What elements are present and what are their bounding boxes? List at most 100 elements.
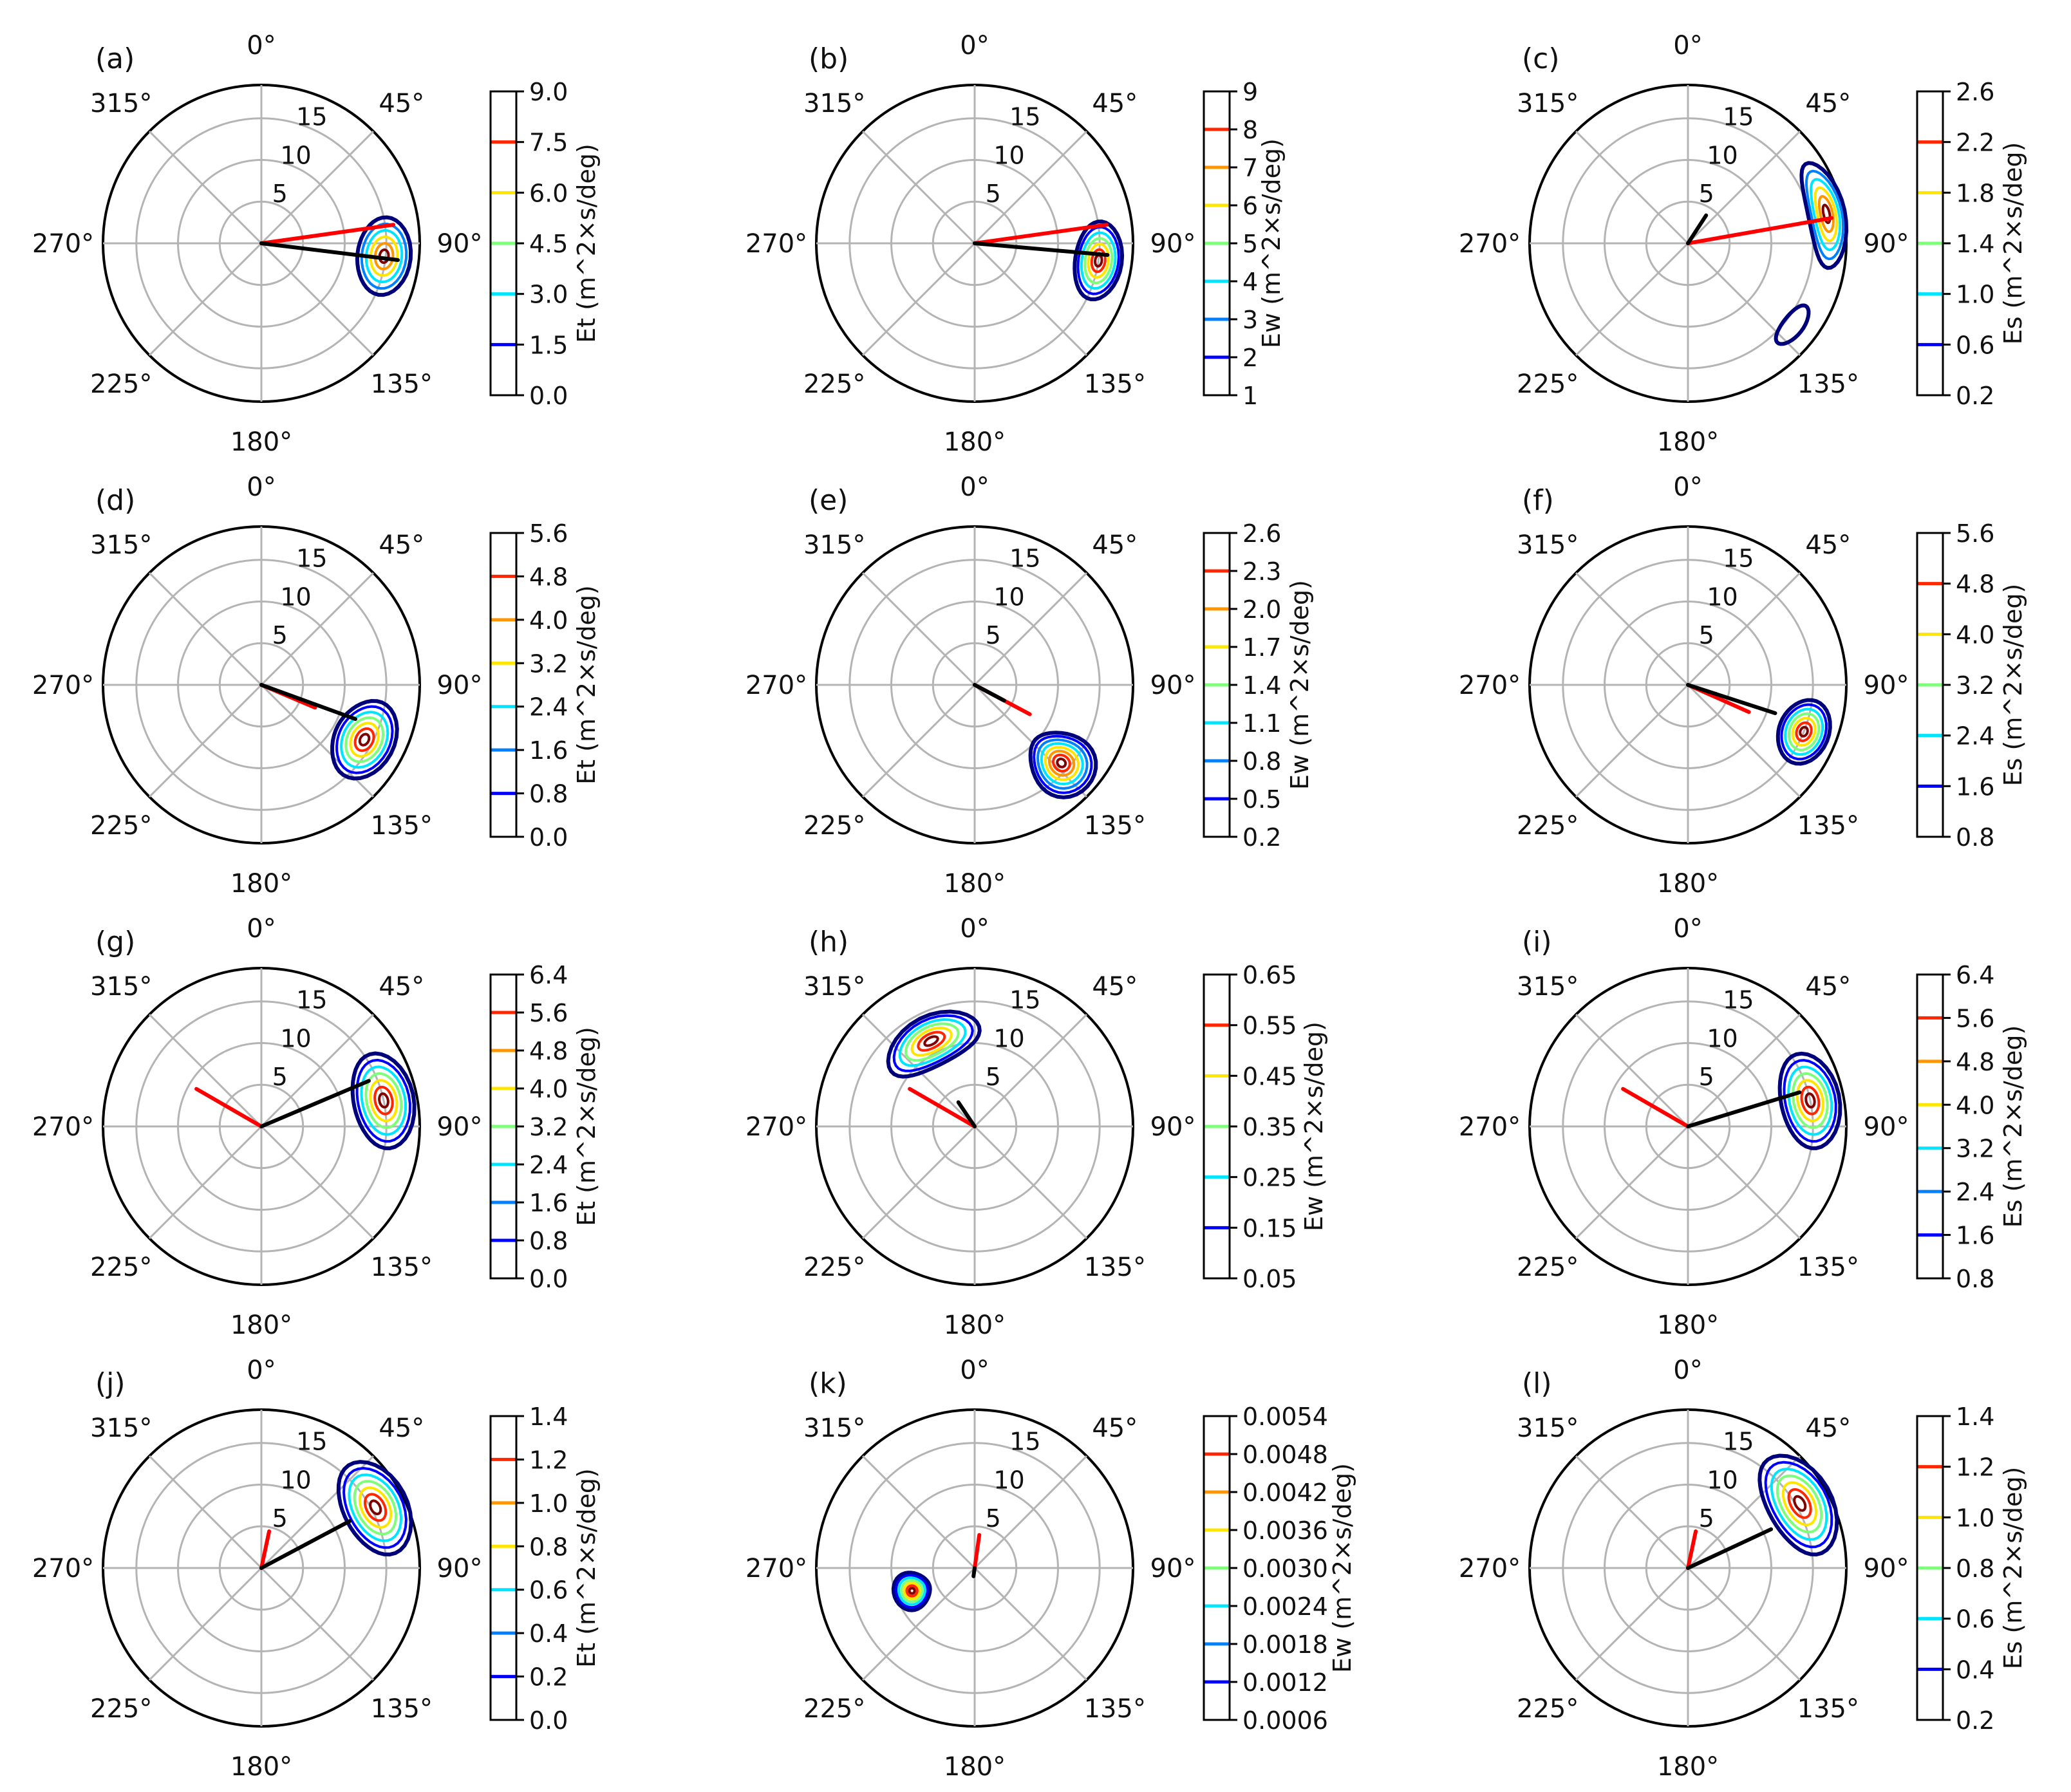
radial-tick-label: 10 xyxy=(993,1024,1024,1052)
colorbar-label: Et (m^2×s/deg) xyxy=(572,144,601,343)
panel-label: (j) xyxy=(95,1367,126,1400)
colorbar-tick-label: 4.0 xyxy=(529,1075,568,1103)
colorbar-tick-label: 0.2 xyxy=(1956,382,1994,410)
angle-tick-label: 0° xyxy=(247,914,276,944)
radial-tick-label: 5 xyxy=(986,1504,1001,1533)
colorbar-frame xyxy=(489,1415,518,1721)
angle-tick-label: 225° xyxy=(1517,1253,1579,1282)
angle-tick-label: 135° xyxy=(371,1253,433,1282)
angle-tick-label: 225° xyxy=(90,1694,152,1724)
colorbar-tick-label: 4.5 xyxy=(529,230,568,258)
angle-tick-label: 180° xyxy=(944,1752,1006,1782)
angle-tick-label: 270° xyxy=(1459,229,1521,259)
angle-tick-label: 315° xyxy=(90,1414,152,1443)
angle-tick-label: 135° xyxy=(1797,369,1859,399)
colorbar-tick-label: 2.6 xyxy=(1956,78,1994,106)
angle-tick-label: 180° xyxy=(230,1311,292,1340)
colorbar-tick-label: 3.2 xyxy=(529,1113,568,1141)
colorbar-tick-label: 6.4 xyxy=(1956,961,1994,989)
colorbar-tick-label: 0.0024 xyxy=(1242,1592,1328,1621)
angular-grid-line xyxy=(148,1013,263,1128)
colorbar-tick-label: 0.0042 xyxy=(1242,1479,1328,1507)
angle-tick-label: 315° xyxy=(1517,1414,1579,1443)
radial-tick-label: 15 xyxy=(296,986,327,1014)
panel-label: (k) xyxy=(809,1367,847,1400)
angle-tick-label: 90° xyxy=(1864,1112,1909,1142)
radial-tick-label: 5 xyxy=(272,1063,288,1091)
angular-grid-line xyxy=(973,242,1088,357)
colorbar-tick-label: 1.7 xyxy=(1242,633,1281,662)
contour-blob-level-2 xyxy=(1080,231,1117,290)
radial-tick-label: 10 xyxy=(1707,141,1738,169)
colorbar-tick-label: 1.0 xyxy=(529,1489,568,1518)
contour-blob-level-4 xyxy=(1795,1079,1824,1123)
colorbar-tick-label: 0.0054 xyxy=(1242,1403,1328,1431)
angle-tick-label: 225° xyxy=(803,1694,865,1724)
angle-tick-label: 270° xyxy=(745,1554,807,1583)
colorbar-frame xyxy=(1916,973,1944,1280)
panel-label: (f) xyxy=(1522,484,1554,517)
angular-grid-line xyxy=(1575,1567,1689,1681)
angular-grid-line xyxy=(861,1125,976,1240)
angle-tick-label: 45° xyxy=(379,89,424,118)
angular-grid-line xyxy=(260,1013,375,1128)
angle-tick-label: 225° xyxy=(803,369,865,399)
colorbar-tick-label: 1.4 xyxy=(1956,230,1994,258)
colorbar-tick-label: 0.5 xyxy=(1242,785,1281,814)
angle-tick-label: 135° xyxy=(1084,1253,1146,1282)
colorbar-tick-label: 4.8 xyxy=(529,1037,568,1065)
angle-tick-label: 0° xyxy=(960,472,989,502)
angular-grid-line xyxy=(1687,1125,1801,1240)
contour-blob-level-1 xyxy=(1783,1059,1837,1143)
panel-label: (c) xyxy=(1522,42,1560,75)
angle-tick-label: 135° xyxy=(1797,1694,1859,1724)
colorbar-tick-label: 1.2 xyxy=(1956,1453,1994,1482)
angle-tick-label: 0° xyxy=(960,1356,989,1385)
contour-blob-level-2 xyxy=(360,1065,407,1136)
angular-grid-line xyxy=(148,684,263,798)
angle-tick-label: 135° xyxy=(371,369,433,399)
panel-c: 5 10 15 0° 45° 90° 135° 180° 225° 270° 315° (c) 0.2 0… xyxy=(1459,31,2027,457)
angle-tick-label: 90° xyxy=(437,1554,483,1583)
colorbar-tick-label: 4.0 xyxy=(529,606,568,635)
angle-tick-label: 315° xyxy=(803,530,865,560)
contour-blob-level-4 xyxy=(1817,195,1835,234)
radial-tick-label: 5 xyxy=(986,621,1001,649)
contour-blob-level-5 xyxy=(905,1584,919,1598)
contour-blob-level-5 xyxy=(364,1493,388,1522)
colorbar-label: Es (m^2×s/deg) xyxy=(1999,142,2027,345)
colorbar-tick-label: 0.0 xyxy=(529,1265,568,1293)
direction-line xyxy=(259,1519,352,1570)
contour-blob-level-2 xyxy=(1810,178,1842,252)
colorbar-tick-label: 4.8 xyxy=(1956,1048,1994,1076)
direction-line xyxy=(908,1087,977,1128)
colorbar-tick-label: 2.3 xyxy=(1242,557,1281,586)
colorbar-tick-label: 0.55 xyxy=(1242,1012,1297,1040)
colorbar-tick-label: 4.8 xyxy=(1956,570,1994,599)
angular-grid-line xyxy=(260,1455,375,1569)
colorbar-tick-label: 4 xyxy=(1242,268,1258,296)
contour-blob-level-4 xyxy=(910,1026,953,1057)
contour-blob-level-0 xyxy=(1777,1051,1842,1150)
angle-tick-label: 225° xyxy=(803,811,865,841)
radial-tick-label: 15 xyxy=(1009,545,1040,573)
colorbar-label: Ew (m^2×s/deg) xyxy=(1300,1022,1328,1231)
colorbar-tick-label: 0.8 xyxy=(1242,747,1281,776)
contour-blob-level-5 xyxy=(1800,1085,1821,1115)
angular-grid-line xyxy=(861,1567,976,1681)
angle-tick-label: 315° xyxy=(803,1414,865,1443)
colorbar-tick-label: 0.8 xyxy=(529,780,568,808)
contour-blob-level-2 xyxy=(1784,707,1824,756)
colorbar-tick-label: 0.8 xyxy=(529,1533,568,1561)
colorbar-tick-label: 0.0030 xyxy=(1242,1554,1328,1583)
colorbar-tick-label: 2.2 xyxy=(1956,129,1994,157)
angle-tick-label: 180° xyxy=(230,869,292,899)
contour-blob-level-2 xyxy=(897,1576,926,1606)
angle-tick-label: 45° xyxy=(1805,89,1851,118)
colorbar-tick-label: 5.6 xyxy=(529,519,568,548)
panel-f: 5 10 15 0° 45° 90° 135° 180° 225° 270° 315° (f) 0.8 1… xyxy=(1459,472,2027,899)
colorbar-frame xyxy=(1916,90,1944,397)
direction-line xyxy=(971,1566,977,1578)
contour-blob-level-1 xyxy=(1780,703,1828,761)
contour-blob-level-4 xyxy=(1087,243,1110,279)
